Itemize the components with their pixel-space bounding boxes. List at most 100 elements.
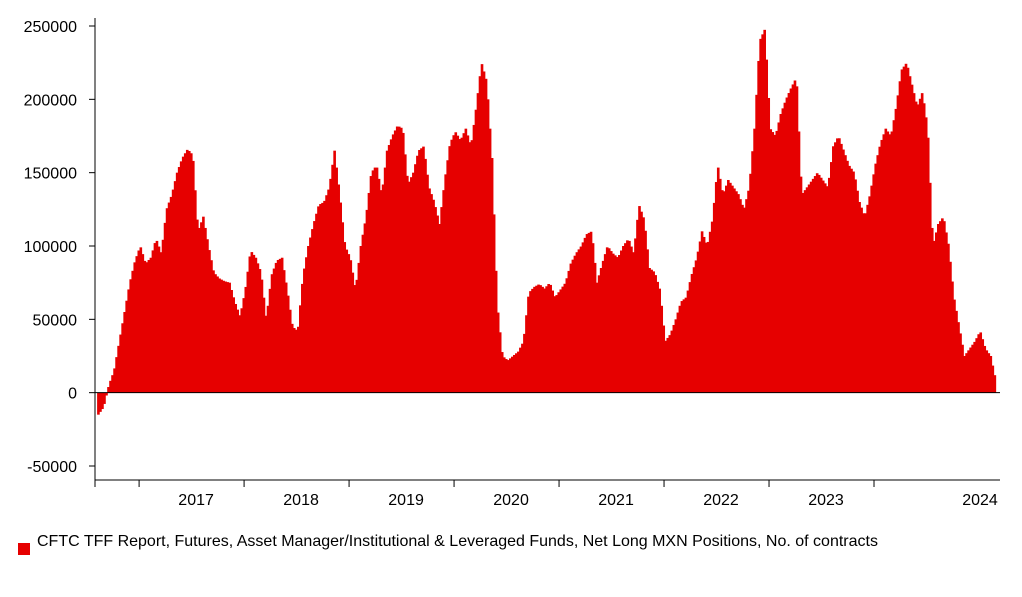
bars-group bbox=[97, 29, 997, 415]
x-tick-label: 2023 bbox=[808, 492, 844, 509]
data-bar bbox=[718, 178, 722, 393]
data-bar bbox=[977, 334, 981, 393]
data-bar bbox=[894, 108, 898, 393]
chart-area: -50000 0 50000 100000 150000 200000 250000 2017… bbox=[24, 18, 1000, 509]
data-bar bbox=[823, 183, 827, 393]
data-bar bbox=[708, 231, 712, 393]
data-bar bbox=[294, 329, 298, 393]
legend: CFTC TFF Report, Futures, Asset Manager/… bbox=[18, 532, 918, 555]
data-bar bbox=[613, 255, 617, 393]
data-bar bbox=[993, 375, 997, 393]
data-bar bbox=[618, 255, 621, 393]
data-bar bbox=[844, 155, 847, 393]
data-bar bbox=[454, 132, 458, 393]
data-bar bbox=[971, 344, 974, 393]
y-tick-label: 50000 bbox=[33, 312, 78, 329]
data-bar bbox=[543, 288, 546, 393]
data-bar bbox=[319, 204, 322, 393]
data-bar bbox=[115, 357, 118, 393]
data-bar bbox=[379, 190, 383, 393]
data-bar bbox=[670, 330, 674, 393]
data-bar bbox=[801, 192, 805, 393]
data-bar bbox=[179, 161, 183, 393]
data-bar bbox=[521, 343, 524, 393]
data-bar bbox=[137, 250, 141, 393]
data-bar bbox=[884, 128, 888, 393]
data-bar bbox=[920, 93, 924, 393]
data-bar bbox=[121, 323, 124, 393]
data-bar bbox=[401, 132, 405, 393]
data-bar bbox=[274, 262, 278, 393]
data-bar bbox=[587, 232, 591, 393]
data-bar bbox=[662, 325, 666, 393]
data-bar bbox=[482, 71, 486, 393]
data-bar bbox=[537, 284, 540, 393]
legend-label: CFTC TFF Report, Futures, Asset Manager/… bbox=[37, 533, 878, 550]
y-tick-label: 100000 bbox=[24, 239, 77, 256]
data-bar bbox=[343, 242, 347, 393]
data-bar bbox=[567, 270, 571, 393]
data-bar bbox=[783, 102, 787, 393]
data-bar bbox=[369, 176, 373, 393]
data-bar bbox=[206, 239, 209, 393]
data-bar bbox=[410, 177, 413, 393]
data-bar bbox=[680, 301, 684, 393]
data-bar bbox=[218, 278, 221, 393]
data-bar bbox=[797, 131, 801, 393]
data-bar bbox=[965, 353, 968, 393]
data-bar bbox=[494, 270, 498, 393]
data-bar bbox=[676, 312, 680, 393]
data-bar bbox=[141, 254, 145, 393]
data-bar bbox=[624, 243, 627, 393]
data-bar bbox=[846, 160, 849, 393]
data-bar bbox=[468, 142, 472, 393]
data-bar bbox=[412, 172, 415, 393]
data-bar bbox=[276, 259, 280, 393]
data-bar bbox=[731, 185, 734, 393]
data-bar bbox=[381, 184, 385, 393]
data-bar bbox=[436, 215, 439, 393]
data-bar bbox=[922, 103, 926, 393]
data-bar bbox=[755, 94, 758, 393]
data-bar bbox=[151, 250, 155, 393]
data-bar bbox=[666, 337, 670, 393]
data-bar bbox=[266, 305, 270, 393]
data-bar bbox=[181, 156, 185, 393]
data-bar bbox=[759, 38, 762, 393]
data-bar bbox=[389, 139, 393, 393]
data-bar bbox=[315, 213, 318, 393]
data-bar bbox=[987, 353, 991, 393]
data-bar bbox=[838, 138, 841, 393]
data-bar bbox=[531, 288, 534, 393]
data-bar bbox=[963, 356, 966, 393]
data-bar bbox=[840, 143, 843, 393]
data-bar bbox=[737, 194, 740, 393]
data-bar bbox=[813, 176, 817, 393]
data-bar bbox=[272, 268, 276, 393]
data-bar bbox=[916, 104, 920, 393]
data-bar bbox=[632, 252, 635, 393]
data-bar bbox=[248, 256, 252, 393]
data-bar bbox=[307, 246, 310, 393]
data-bar bbox=[420, 148, 423, 393]
data-bar bbox=[500, 352, 504, 393]
data-bar bbox=[492, 214, 496, 393]
data-bar bbox=[385, 150, 389, 393]
data-bar bbox=[757, 60, 760, 393]
data-bar bbox=[559, 289, 563, 393]
data-bar bbox=[187, 151, 191, 393]
data-bar bbox=[486, 99, 490, 393]
data-bar bbox=[258, 269, 262, 393]
data-bar bbox=[107, 387, 110, 393]
data-bar bbox=[109, 380, 112, 393]
data-bar bbox=[236, 309, 240, 393]
data-bar bbox=[472, 124, 476, 393]
data-bar bbox=[654, 275, 657, 393]
data-bar bbox=[303, 268, 306, 393]
data-bar bbox=[504, 359, 508, 393]
data-bar bbox=[555, 295, 559, 393]
data-bar bbox=[553, 296, 557, 393]
data-bar bbox=[947, 243, 950, 393]
data-bar bbox=[690, 273, 694, 393]
data-bar bbox=[751, 151, 754, 393]
